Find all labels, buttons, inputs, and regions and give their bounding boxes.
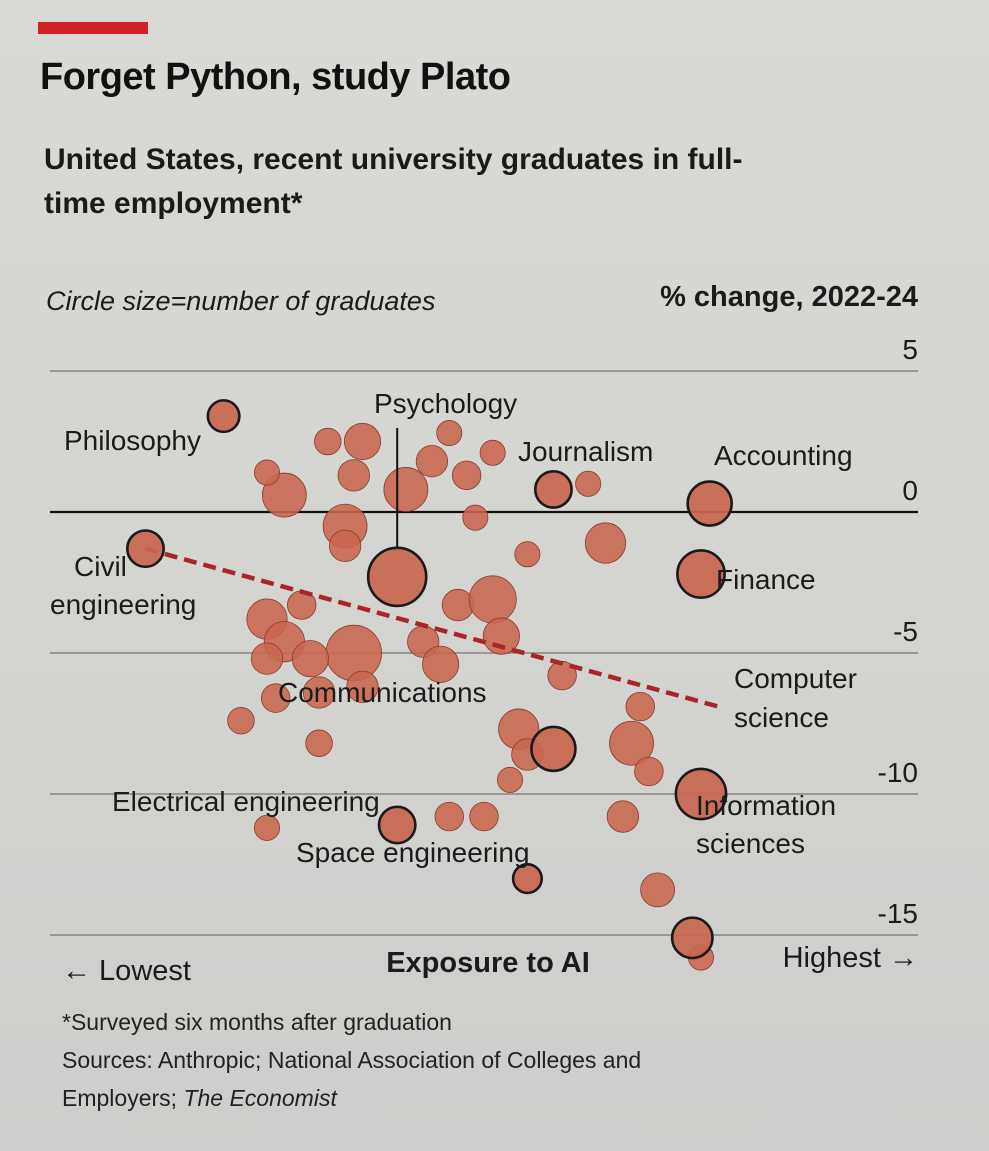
bubble-highlighted: [206, 399, 241, 434]
y-tick-label: -15: [878, 898, 918, 929]
point-label: Finance: [716, 564, 816, 595]
point-label: Psychology: [374, 388, 517, 419]
sources-text: Sources: Anthropic; National Association…: [62, 1047, 642, 1111]
bubble: [250, 642, 284, 675]
bubble: [434, 801, 464, 832]
bubble: [422, 645, 460, 683]
x-axis-right-label: Highest →: [783, 942, 918, 974]
point-label: Electrical engineering: [112, 786, 380, 817]
bubble: [343, 422, 382, 461]
bubble: [497, 766, 524, 793]
bubble: [479, 439, 506, 466]
x-axis-left-label: ← Lowest: [62, 955, 191, 987]
chart-subtitle: United States, recent university graduat…: [44, 143, 743, 220]
bubble: [305, 729, 333, 757]
bubble: [634, 756, 664, 787]
bubble: [328, 529, 362, 562]
bubble-highlighted: [377, 805, 417, 845]
y-tick-label: -5: [893, 616, 918, 647]
bubble: [640, 872, 676, 908]
bubble-highlighted: [530, 725, 577, 773]
circle-size-note: Circle size=number of graduates: [46, 286, 435, 316]
bubble-highlighted: [670, 916, 714, 960]
point-label: Accounting: [714, 440, 853, 471]
point-label: Philosophy: [64, 425, 201, 456]
bubble: [514, 541, 541, 568]
bubble: [482, 617, 520, 655]
footnote: *Surveyed six months after graduation: [62, 1009, 452, 1035]
bubble-highlighted: [511, 862, 544, 895]
bubble: [415, 445, 449, 478]
bubble: [227, 706, 255, 735]
brand-accent-bar: [38, 22, 148, 34]
y-tick-label: -10: [878, 757, 918, 788]
bubble: [346, 670, 379, 703]
bubble: [253, 814, 280, 841]
point-label: Journalism: [518, 436, 653, 467]
sources: Sources: Anthropic; National Association…: [62, 1041, 662, 1117]
sources-publisher: The Economist: [183, 1085, 337, 1111]
bubble: [625, 691, 655, 722]
bubble: [462, 504, 489, 531]
y-tick-label: 0: [902, 475, 918, 506]
bubble-highlighted: [676, 549, 726, 599]
bubble: [468, 575, 517, 624]
y-unit-label: % change, 2022-24: [660, 281, 918, 313]
bubble: [609, 720, 654, 766]
point-label: Civil engineering: [50, 551, 196, 620]
chart-title: Forget Python, study Plato: [40, 56, 511, 98]
bubble: [337, 459, 370, 492]
bubble: [584, 522, 627, 564]
point-label: Information sciences: [696, 790, 836, 859]
bubble: [314, 427, 342, 456]
bubble: [253, 459, 280, 486]
point-label: Space engineering: [296, 837, 530, 868]
bubble-highlighted: [533, 469, 573, 509]
bubble-highlighted: [126, 529, 165, 569]
bubble: [291, 640, 329, 678]
bubble: [383, 467, 429, 512]
bubble: [441, 588, 475, 622]
point-label: Computer science: [734, 663, 857, 733]
bubble: [325, 624, 382, 682]
bubble: [469, 801, 499, 832]
highlighted-bubbles: [126, 399, 733, 960]
bubble-highlighted: [674, 767, 728, 821]
bubble: [261, 472, 307, 518]
bubble: [436, 420, 463, 447]
x-axis-title: Exposure to AI: [386, 947, 590, 979]
point-label: Communications: [278, 677, 487, 708]
bubble: [606, 800, 640, 833]
bubble: [451, 460, 482, 491]
bubble: [260, 683, 291, 713]
bubble: [302, 676, 336, 709]
y-tick-label: 5: [902, 334, 918, 365]
bubble-highlighted: [686, 480, 733, 527]
bubble: [575, 470, 602, 497]
bubble-highlighted: [366, 546, 428, 608]
bubbles: [227, 420, 715, 971]
